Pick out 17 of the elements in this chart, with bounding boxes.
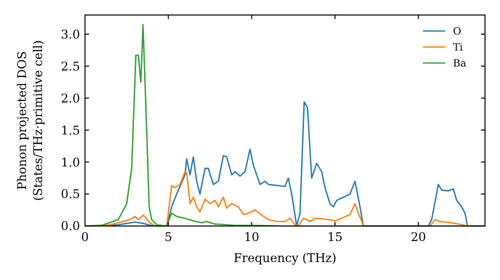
x-tick-label: 20 bbox=[410, 230, 426, 244]
x-tick-label: 10 bbox=[244, 230, 260, 244]
y-tick-label: 2.0 bbox=[60, 91, 80, 106]
y-tick-label: 1.0 bbox=[60, 155, 80, 170]
legend-label: Ba bbox=[453, 58, 466, 70]
legend-label: Ti bbox=[453, 42, 463, 54]
y-tick-label: 0.0 bbox=[60, 219, 80, 234]
legend-label: O bbox=[453, 26, 462, 38]
x-tick-label: 15 bbox=[327, 230, 343, 244]
y-axis-title: Phonon projected DOS (States/THz·primitive cell) bbox=[15, 40, 45, 201]
x-tick-label: 0 bbox=[81, 230, 89, 244]
y-tick-label: 3.0 bbox=[60, 27, 80, 42]
y-tick-label: 0.5 bbox=[60, 187, 80, 202]
x-tick-label: 5 bbox=[164, 230, 172, 244]
x-axis-title: Frequency (THz) bbox=[234, 251, 336, 265]
y-tick-label: 2.5 bbox=[60, 59, 80, 74]
y-tick-label: 1.5 bbox=[60, 123, 80, 138]
